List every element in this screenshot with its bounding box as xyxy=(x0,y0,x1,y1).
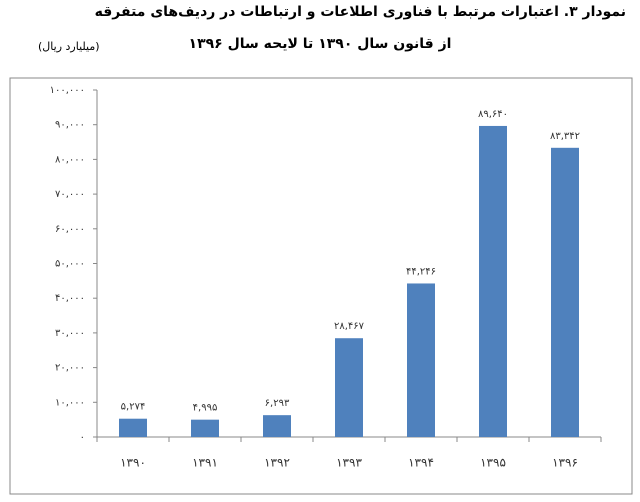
x-tick-label: ۱۳۹۱ xyxy=(192,456,218,470)
bar xyxy=(119,418,147,437)
y-tick-label: ۴۰,۰۰۰ xyxy=(55,293,85,304)
y-tick-label: ۵۰,۰۰۰ xyxy=(55,259,85,270)
x-tick-label: ۱۳۹۴ xyxy=(408,456,434,470)
y-tick-label: ۰ xyxy=(80,432,85,443)
x-tick-label: ۱۳۹۰ xyxy=(120,456,146,470)
bar xyxy=(479,125,507,437)
y-tick-label: ۸۰,۰۰۰ xyxy=(55,154,85,165)
bar xyxy=(407,283,435,437)
y-tick-label: ۱۰۰,۰۰۰ xyxy=(50,85,85,96)
y-tick-label: ۳۰,۰۰۰ xyxy=(55,328,85,339)
x-tick-label: ۱۳۹۶ xyxy=(552,456,578,470)
y-tick-label: ۲۰,۰۰۰ xyxy=(55,363,85,374)
value-label: ۲۸,۴۶۷ xyxy=(334,321,365,332)
value-label: ۴,۹۹۵ xyxy=(193,403,218,414)
value-label: ۵,۲۷۴ xyxy=(121,402,146,413)
value-label: ۸۹,۶۴۰ xyxy=(478,109,508,120)
chart-frame xyxy=(9,77,633,495)
x-tick-label: ۱۳۹۳ xyxy=(336,456,362,470)
bar xyxy=(335,338,363,437)
value-label: ۴۴,۲۴۶ xyxy=(406,266,436,277)
bar xyxy=(191,419,219,437)
y-tick-label: ۷۰,۰۰۰ xyxy=(55,189,85,200)
bar xyxy=(263,415,291,437)
unit-label: (میلیارد ریال) xyxy=(38,40,100,53)
y-tick-label: ۱۰,۰۰۰ xyxy=(55,397,85,408)
chart-title: نمودار ۳. اعتبارات مرتبط با فناوری اطلاع… xyxy=(94,4,626,20)
y-tick-label: ۹۰,۰۰۰ xyxy=(55,120,85,131)
y-tick-label: ۶۰,۰۰۰ xyxy=(55,224,85,235)
value-label: ۸۳,۳۴۲ xyxy=(550,131,580,142)
value-label: ۶,۲۹۳ xyxy=(265,398,290,409)
x-tick-label: ۱۳۹۲ xyxy=(264,456,290,470)
x-tick-label: ۱۳۹۵ xyxy=(480,456,506,470)
bar xyxy=(551,147,579,437)
chart-subtitle: از قانون سال ۱۳۹۰ تا لایحه سال ۱۳۹۶ xyxy=(188,36,452,52)
